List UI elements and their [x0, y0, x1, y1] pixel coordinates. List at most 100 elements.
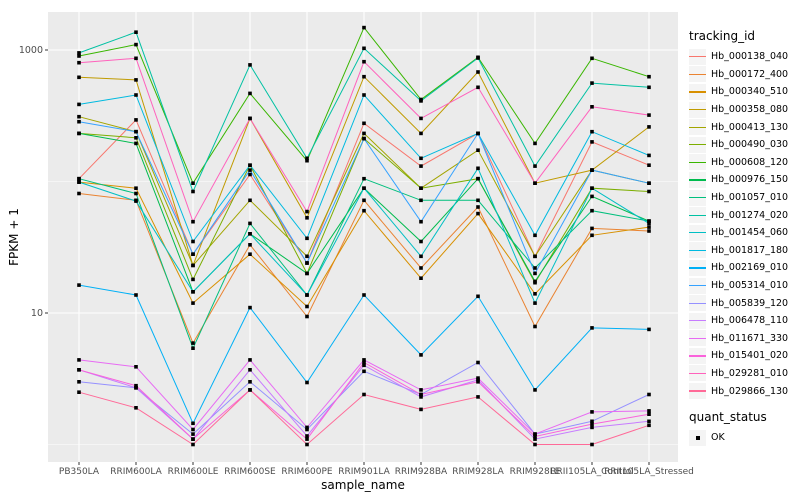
data-point [77, 60, 81, 65]
data-point [590, 326, 594, 330]
legend-entry-label: Hb_000358_080 [711, 104, 789, 116]
data-point [77, 176, 81, 181]
data-point [533, 432, 537, 436]
legend-entry-label: Hb_000340_510 [711, 86, 789, 98]
data-point [362, 176, 366, 181]
data-point [134, 386, 138, 390]
data-point [647, 74, 651, 79]
data-point [77, 191, 81, 196]
data-point [305, 271, 309, 276]
data-point [305, 425, 309, 430]
legend-entry-label: Hb_000608_120 [711, 156, 789, 168]
data-point [647, 181, 651, 185]
data-point [362, 392, 366, 397]
data-point [191, 239, 195, 244]
data-point [191, 252, 195, 256]
legend-entry: Hb_005314_010 [689, 277, 799, 295]
data-point [476, 131, 480, 136]
data-point [77, 283, 81, 287]
data-point [476, 294, 480, 299]
x-tick-label: RRIM600SE [224, 467, 276, 477]
data-point [191, 442, 195, 447]
legend-entry: Hb_000608_120 [689, 154, 799, 172]
legend-title-tracking-id: tracking_id [689, 29, 756, 43]
data-point [419, 164, 423, 168]
data-point [248, 252, 252, 256]
legend-entry: Hb_000138_040 [689, 48, 799, 66]
ok-point-square-icon [695, 435, 700, 440]
x-tick-label: RRIM928BA [395, 467, 448, 477]
data-point [305, 236, 309, 241]
legend-entry-label: Hb_002169_010 [711, 262, 789, 274]
legend-key-box [689, 259, 706, 276]
data-point [590, 442, 594, 447]
data-point [590, 105, 594, 109]
legend-key-line-icon [689, 249, 706, 252]
y-tick-label: 10 [31, 308, 43, 319]
data-point [191, 432, 195, 436]
x-tick-label: RRIM600LE [168, 467, 219, 477]
data-point [248, 198, 252, 203]
data-point [77, 54, 81, 58]
data-point [419, 392, 423, 397]
data-point [362, 360, 366, 365]
legend-entry-label: Hb_001274_020 [711, 209, 789, 221]
y-tick-label: 1000 [19, 45, 43, 56]
legend-entry: Hb_000340_510 [689, 83, 799, 101]
data-point [590, 422, 594, 426]
legend-entry: Hb_000358_080 [689, 101, 799, 119]
legend-entry-label: Hb_006478_110 [711, 315, 789, 327]
data-point [533, 434, 537, 439]
legend-entry-label: Hb_000138_040 [711, 51, 789, 63]
legend-key-line-icon [689, 91, 706, 93]
data-point [305, 380, 309, 385]
data-point [419, 219, 423, 224]
data-point [476, 85, 480, 90]
legend-entry-label: Hb_005314_010 [711, 280, 789, 292]
data-point [305, 293, 309, 297]
legend-key-line-icon [689, 108, 706, 111]
data-point [476, 395, 480, 399]
legend-entry-label: Hb_000490_030 [711, 139, 789, 151]
data-point [191, 263, 195, 268]
legend-key-box [689, 365, 706, 382]
data-point [77, 114, 81, 119]
legend-key-line-icon [689, 161, 706, 164]
data-point [362, 131, 366, 136]
data-point [590, 81, 594, 85]
data-point [419, 388, 423, 392]
legend-key-line-icon [689, 355, 706, 357]
data-point [305, 209, 309, 214]
data-point [362, 59, 366, 64]
data-point [590, 233, 594, 238]
legend-key-line-icon [689, 214, 706, 216]
legend-entry-label: Hb_029281_010 [711, 367, 789, 379]
data-point [305, 304, 309, 309]
legend-title-quant-status: quant_status [689, 409, 767, 424]
data-point [77, 368, 81, 372]
legend-entry-label: Hb_001817_180 [711, 244, 789, 256]
legend-entry-label: Hb_029866_130 [711, 385, 789, 397]
legend-key-box [689, 295, 706, 312]
data-point [248, 358, 252, 362]
legend-entry-label: Hb_000172_400 [711, 68, 789, 80]
legend-key-box [689, 207, 706, 224]
data-point [191, 421, 195, 426]
legend-key-box [689, 330, 706, 347]
data-point [419, 254, 423, 259]
data-point [419, 186, 423, 190]
legend-entry: Hb_001454_060 [689, 224, 799, 242]
x-tick-label: RRIM928LE [510, 467, 561, 477]
data-point [533, 279, 537, 284]
data-point [362, 369, 366, 374]
legend-entry: Hb_029281_010 [689, 365, 799, 383]
data-point [134, 129, 138, 134]
data-point [533, 442, 537, 447]
data-point [305, 158, 309, 163]
data-point [647, 189, 651, 194]
x-tick-label: RRII105LA_Stressed [604, 467, 694, 477]
data-point [77, 358, 81, 362]
data-point [77, 119, 81, 124]
data-point [248, 63, 252, 67]
